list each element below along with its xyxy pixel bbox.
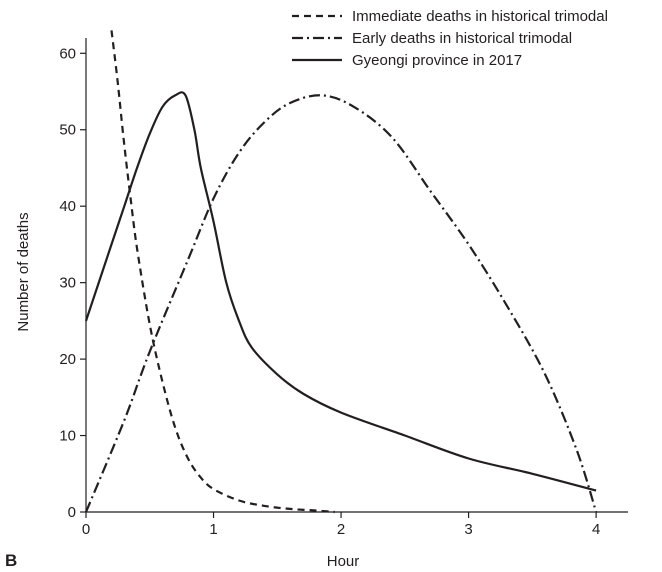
series-line-1 xyxy=(110,30,335,514)
legend-label-2: Early deaths in historical trimodal xyxy=(352,30,572,47)
panel-label: B xyxy=(5,551,17,570)
series-layer xyxy=(84,30,598,514)
y-axis-title: Number of deaths xyxy=(15,212,32,331)
y-tick-label: 40 xyxy=(59,198,76,215)
series-line-2 xyxy=(84,94,598,513)
x-tick-label: 2 xyxy=(337,521,345,538)
y-tick-label: 30 xyxy=(59,275,76,292)
series-line-3 xyxy=(84,91,597,492)
x-axis-title: Hour xyxy=(327,553,360,570)
y-tick-label: 60 xyxy=(59,45,76,62)
legend-label-3: Gyeongi province in 2017 xyxy=(352,52,522,69)
x-tick-label: 3 xyxy=(464,521,472,538)
y-tick-label: 50 xyxy=(59,122,76,139)
legend-label-1: Immediate deaths in historical trimodal xyxy=(352,8,608,25)
y-tick-label: 20 xyxy=(59,351,76,368)
x-tick-label: 1 xyxy=(209,521,217,538)
y-tick-label: 10 xyxy=(59,428,76,445)
x-tick-label: 4 xyxy=(592,521,600,538)
x-tick-label: 0 xyxy=(82,521,90,538)
legend: Immediate deaths in historical trimodal E… xyxy=(292,8,608,69)
y-tick-label: 0 xyxy=(68,504,76,521)
